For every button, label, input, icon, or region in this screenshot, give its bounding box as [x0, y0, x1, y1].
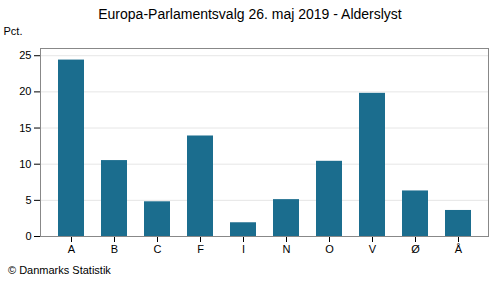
svg-text:V: V: [369, 243, 377, 255]
html-text:© Danmarks Statistik: © Danmarks Statistik: [8, 264, 111, 276]
svg-text:10: 10: [19, 158, 31, 170]
svg-text:F: F: [197, 243, 204, 255]
svg-text:N: N: [283, 243, 291, 255]
svg-text:20: 20: [19, 85, 31, 97]
svg-text:O: O: [325, 243, 334, 255]
svg-text:Pct.: Pct.: [4, 25, 23, 37]
svg-text:B: B: [111, 243, 118, 255]
svg-text:0: 0: [25, 230, 31, 242]
svg-text:Ø: Ø: [411, 243, 420, 255]
svg-text:Å: Å: [455, 243, 463, 255]
svg-text:25: 25: [19, 49, 31, 61]
html-text:Europa-Parlamentsvalg 26. maj: Europa-Parlamentsvalg 26. maj 2019 - Ald…: [98, 6, 402, 22]
svg-text:A: A: [68, 243, 76, 255]
svg-text:I: I: [242, 243, 245, 255]
svg-text:C: C: [154, 243, 162, 255]
svg-text:15: 15: [19, 122, 31, 134]
svg-text:5: 5: [25, 194, 31, 206]
